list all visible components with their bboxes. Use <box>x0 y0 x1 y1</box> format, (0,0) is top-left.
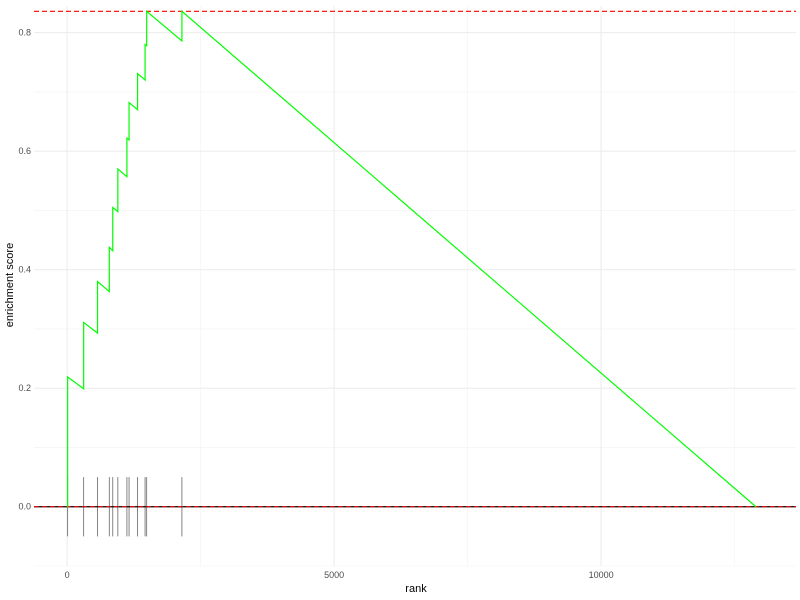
y-tick-label: 0.0 <box>18 502 31 512</box>
reference-line-layer <box>34 10 796 508</box>
x-tick-label: 0 <box>65 570 70 580</box>
y-axis-title: enrichment score <box>4 243 16 327</box>
x-tick-label: 10000 <box>589 570 614 580</box>
x-tick-label: 5000 <box>324 570 344 580</box>
x-axis-title: rank <box>405 583 427 595</box>
y-tick-label: 0.8 <box>18 28 31 38</box>
tick-layer: 0 5000 10000 0.0 0.2 0.4 0.6 0.8 <box>18 28 613 580</box>
grid-layer <box>34 6 796 567</box>
y-tick-label: 0.2 <box>18 383 31 393</box>
enrichment-score-line <box>67 10 757 508</box>
series-layer <box>67 10 757 508</box>
y-tick-label: 0.4 <box>18 265 31 275</box>
y-tick-label: 0.6 <box>18 146 31 156</box>
